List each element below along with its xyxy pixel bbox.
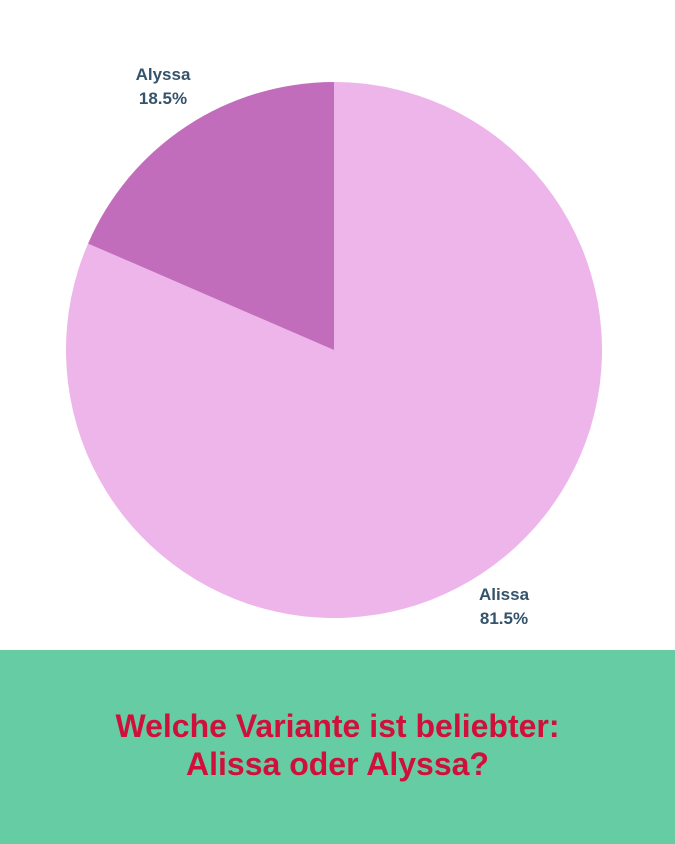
question-line-2: Alissa oder Alyssa?: [186, 746, 489, 782]
question-line-1: Welche Variante ist beliebter:: [115, 708, 560, 744]
slice-name: Alissa: [478, 585, 530, 604]
question-banner: Welche Variante ist beliebter: Alissa od…: [0, 650, 675, 844]
pie-slice-alyssa: [88, 82, 334, 350]
question-text: Welche Variante ist beliebter: Alissa od…: [115, 707, 559, 783]
slice-label-alissa: Alissa 81.5%: [479, 583, 529, 631]
pie-chart: Alissa 81.5% Alyssa 18.5%: [65, 63, 602, 631]
slice-value: 18.5%: [138, 89, 188, 108]
slice-label-alyssa: Alyssa 18.5%: [136, 63, 191, 111]
slice-name: Alyssa: [135, 65, 191, 84]
slice-value: 81.5%: [479, 609, 529, 628]
pie-chart-svg: [65, 82, 602, 618]
